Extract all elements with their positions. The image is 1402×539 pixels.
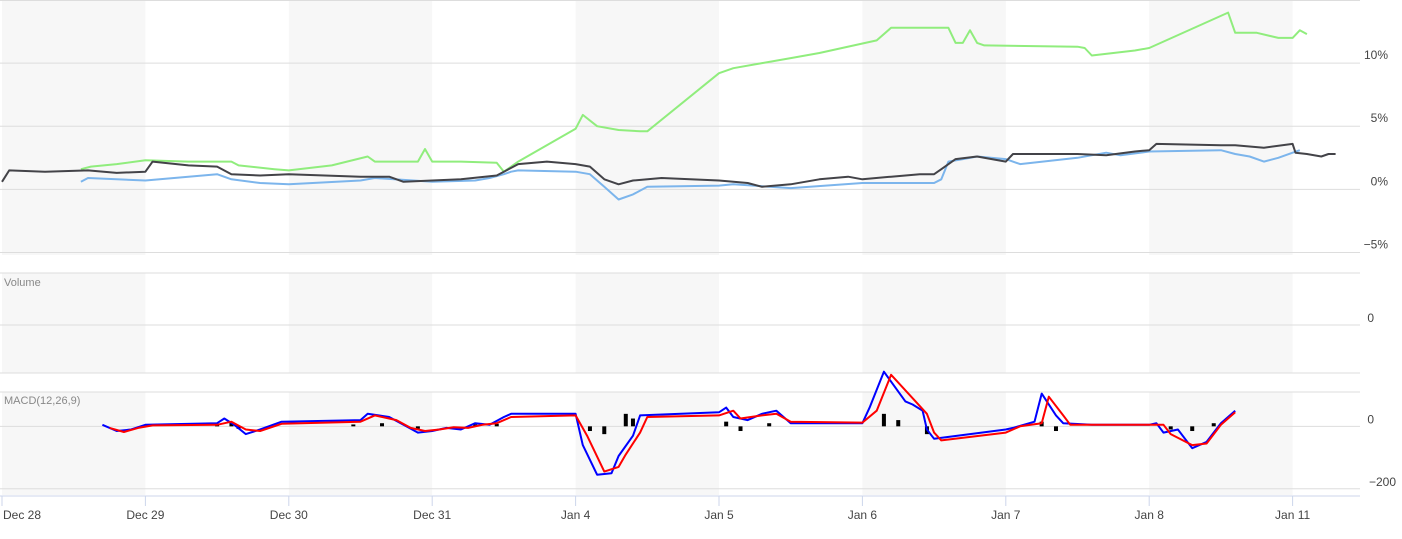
macd-histogram-bar bbox=[229, 422, 234, 427]
shaded-band-3-0 bbox=[862, 0, 1006, 255]
x-tick-label: Jan 7 bbox=[991, 508, 1021, 522]
x-tick-label: Dec 28 bbox=[3, 508, 41, 522]
shaded-band-3-1 bbox=[862, 273, 1006, 373]
shaded-band-0-0 bbox=[2, 0, 146, 255]
shaded-band-2-1 bbox=[575, 273, 719, 373]
macd-histogram-bar bbox=[724, 421, 729, 427]
macd-series-line-1 bbox=[109, 373, 1236, 473]
shaded-band-3-2 bbox=[862, 392, 1006, 495]
x-tick-label: Jan 11 bbox=[1275, 508, 1310, 522]
shaded-band-1-2 bbox=[288, 392, 433, 495]
macd-histogram-bar bbox=[1190, 426, 1195, 432]
macd-histogram-bar bbox=[602, 426, 607, 435]
x-tick-label: Dec 29 bbox=[126, 508, 164, 522]
shaded-band-4-2 bbox=[1149, 392, 1293, 495]
volume-label: Volume bbox=[4, 277, 41, 289]
gridlines bbox=[0, 0, 1360, 490]
shaded-bands bbox=[2, 0, 1293, 495]
shaded-band-0-2 bbox=[2, 392, 146, 495]
macd-histogram-bar bbox=[380, 423, 385, 427]
macd-histogram-bar bbox=[623, 413, 628, 427]
x-tick-label: Jan 8 bbox=[1135, 508, 1165, 522]
price-tick-label: 0% bbox=[1371, 174, 1389, 188]
shaded-band-2-2 bbox=[575, 392, 719, 495]
macd-tick-label: −200 bbox=[1369, 475, 1396, 489]
shaded-band-1-1 bbox=[288, 273, 433, 373]
macd-histogram-bar bbox=[1053, 426, 1058, 432]
x-tick-label: Dec 31 bbox=[413, 508, 451, 522]
price-series-line-0 bbox=[80, 11, 1308, 173]
macd-histogram-bar bbox=[1168, 426, 1173, 430]
price-series-line-1 bbox=[80, 149, 1301, 201]
x-tick-label: Jan 5 bbox=[704, 508, 734, 522]
volume-tick-label: 0 bbox=[1367, 311, 1374, 325]
x-tick-label: Jan 6 bbox=[848, 508, 878, 522]
macd-histogram-bar bbox=[415, 426, 420, 429]
macd-series-line-0 bbox=[102, 370, 1236, 476]
axes: 10% 5% 0% −5% 0 0 −200 Dec 28 Dec 29 Dec 30 Dec 31… bbox=[0, 48, 1396, 522]
macd-tick-label: 0 bbox=[1367, 412, 1374, 426]
macd-panel bbox=[102, 370, 1236, 476]
macd-label: MACD(12,26,9) bbox=[4, 395, 80, 407]
shaded-band-0-1 bbox=[2, 273, 146, 373]
x-tick-label: Jan 4 bbox=[561, 508, 591, 522]
price-panel bbox=[1, 11, 1336, 201]
macd-histogram-bar bbox=[896, 420, 901, 427]
shaded-band-2-0 bbox=[575, 0, 719, 255]
price-tick-label: 5% bbox=[1371, 111, 1389, 125]
macd-histogram-bar bbox=[1211, 423, 1216, 427]
macd-histogram-bar bbox=[767, 423, 772, 427]
price-tick-label: 10% bbox=[1364, 48, 1388, 62]
macd-histogram-bar bbox=[587, 426, 592, 432]
price-tick-label: −5% bbox=[1364, 237, 1389, 251]
macd-histogram-bar bbox=[351, 424, 356, 427]
macd-histogram-bar bbox=[630, 418, 635, 427]
price-series-line-2 bbox=[1, 142, 1336, 188]
x-tick-label: Dec 30 bbox=[270, 508, 308, 522]
macd-histogram-bar bbox=[738, 426, 743, 432]
macd-histogram-bar bbox=[494, 423, 499, 427]
shaded-band-1-0 bbox=[288, 0, 433, 255]
macd-histogram-bar bbox=[881, 413, 886, 427]
shaded-band-4-0 bbox=[1149, 0, 1293, 255]
shaded-band-4-1 bbox=[1149, 273, 1293, 373]
